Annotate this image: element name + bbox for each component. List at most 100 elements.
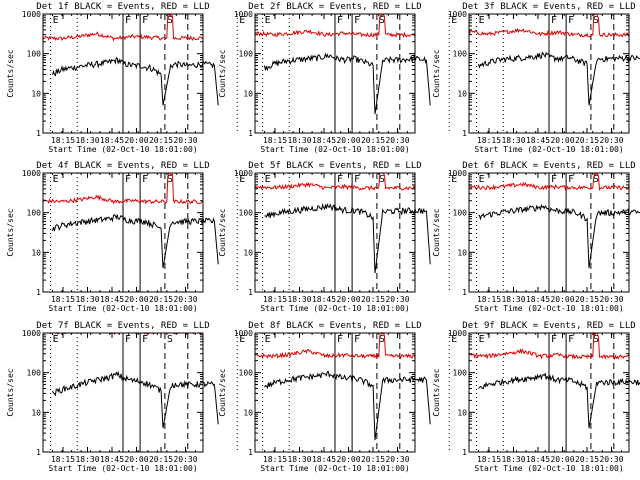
x-tick-label: 20:15 bbox=[361, 136, 385, 145]
panel-title: Det 4f BLACK = Events, RED = LLD bbox=[36, 161, 209, 171]
x-axis-label: Start Time (02-Oct-10 18:01:00) bbox=[48, 464, 197, 473]
x-tick-label: 18:30 bbox=[501, 295, 525, 304]
y-tick-label: 1 bbox=[462, 288, 467, 297]
y-tick-label: 1000 bbox=[234, 329, 253, 338]
events-series-line bbox=[52, 214, 219, 269]
y-tick-label: 10 bbox=[31, 89, 41, 98]
panel-det-3f: Det 3f BLACK = Events, RED = LLD E FF S E 1 10… bbox=[432, 2, 640, 154]
marker-label: E bbox=[53, 15, 59, 26]
x-tick-label: 20:15 bbox=[149, 136, 173, 145]
x-tick-label: 20:00 bbox=[336, 295, 360, 304]
x-tick-label: 18:45 bbox=[312, 136, 336, 145]
x-tick-label: 20:00 bbox=[124, 295, 148, 304]
marker-label: S bbox=[593, 15, 599, 26]
events-series-line bbox=[264, 52, 431, 115]
y-axis-label: Counts/sec bbox=[6, 49, 15, 97]
y-tick-label: 10 bbox=[31, 248, 41, 257]
x-tick-label: 18:30 bbox=[75, 455, 99, 464]
marker-label: F bbox=[125, 174, 131, 185]
marker-label: F bbox=[142, 334, 148, 345]
lld-series-line bbox=[254, 14, 416, 39]
panel-title: Det 8f BLACK = Events, RED = LLD bbox=[248, 321, 421, 331]
x-tick-label: 18:30 bbox=[287, 136, 311, 145]
y-tick-label: 100 bbox=[27, 50, 42, 59]
x-tick-label: 18:30 bbox=[501, 136, 525, 145]
y-tick-label: 1 bbox=[36, 129, 41, 138]
y-axis-label: Counts/sec bbox=[432, 368, 441, 416]
x-tick-label: 20:15 bbox=[149, 295, 173, 304]
x-tick-label: 18:15 bbox=[263, 295, 287, 304]
y-tick-label: 10 bbox=[457, 408, 467, 417]
marker-label: E bbox=[239, 15, 245, 26]
lld-series-line bbox=[468, 13, 630, 38]
x-tick-label: 20:00 bbox=[550, 455, 574, 464]
x-tick-label: 18:45 bbox=[100, 295, 124, 304]
panel-det-7f: Det 7f BLACK = Events, RED = LLD E F F S E 1 10… bbox=[6, 321, 245, 473]
marker-label: F bbox=[125, 15, 131, 26]
x-tick-label: 20:30 bbox=[385, 295, 409, 304]
y-tick-label: 100 bbox=[453, 369, 468, 378]
x-tick-label: 18:15 bbox=[477, 295, 501, 304]
marker-label: S bbox=[593, 174, 599, 185]
marker-label: E bbox=[265, 15, 271, 26]
marker-label: F bbox=[568, 334, 574, 345]
y-tick-label: 100 bbox=[453, 209, 468, 218]
marker-label: E bbox=[265, 334, 271, 345]
x-axis-label: Start Time (02-Oct-10 18:01:00) bbox=[474, 145, 623, 154]
x-axis-label: Start Time (02-Oct-10 18:01:00) bbox=[48, 145, 197, 154]
y-tick-label: 1000 bbox=[448, 10, 467, 19]
panel-det-1f: Det 1f BLACK = Events, RED = LLD E F F S E 1 10… bbox=[6, 2, 245, 154]
y-tick-label: 100 bbox=[27, 369, 42, 378]
marker-label: F bbox=[337, 334, 343, 345]
y-axis-label: Counts/sec bbox=[218, 49, 227, 97]
y-tick-label: 1 bbox=[462, 129, 467, 138]
events-series-line bbox=[478, 51, 640, 106]
x-tick-label: 20:00 bbox=[550, 136, 574, 145]
marker-label: S bbox=[379, 174, 385, 185]
x-tick-label: 20:30 bbox=[599, 295, 623, 304]
events-series-line bbox=[264, 370, 431, 441]
plot-frame bbox=[42, 332, 204, 453]
panel-title: Det 2f BLACK = Events, RED = LLD bbox=[248, 2, 421, 12]
y-tick-label: 1 bbox=[248, 288, 253, 297]
x-tick-label: 20:00 bbox=[336, 136, 360, 145]
y-axis-label: Counts/sec bbox=[432, 49, 441, 97]
y-axis-label: Counts/sec bbox=[6, 368, 15, 416]
x-tick-label: 18:15 bbox=[477, 455, 501, 464]
events-series-line bbox=[478, 203, 640, 269]
x-tick-label: 18:45 bbox=[312, 455, 336, 464]
y-tick-label: 100 bbox=[239, 209, 254, 218]
marker-label: F bbox=[568, 15, 574, 26]
y-axis-label: Counts/sec bbox=[218, 208, 227, 256]
x-tick-label: 18:45 bbox=[312, 295, 336, 304]
marker-label: F bbox=[551, 15, 557, 26]
lld-series-line bbox=[254, 172, 416, 191]
marker-label: F bbox=[142, 15, 148, 26]
x-tick-label: 18:15 bbox=[263, 136, 287, 145]
marker-label: F bbox=[354, 334, 360, 345]
x-tick-label: 18:30 bbox=[75, 295, 99, 304]
y-tick-label: 1 bbox=[248, 129, 253, 138]
marker-label: F bbox=[551, 174, 557, 185]
y-tick-label: 10 bbox=[31, 408, 41, 417]
marker-label: F bbox=[568, 174, 574, 185]
x-tick-label: 20:15 bbox=[575, 136, 599, 145]
marker-label: S bbox=[379, 15, 385, 26]
x-tick-label: 18:30 bbox=[287, 455, 311, 464]
x-tick-label: 18:45 bbox=[100, 455, 124, 464]
x-tick-label: 18:15 bbox=[477, 136, 501, 145]
x-tick-label: 18:15 bbox=[51, 455, 75, 464]
marker-label: E bbox=[239, 334, 245, 345]
x-tick-label: 20:15 bbox=[575, 455, 599, 464]
events-series-line bbox=[264, 202, 431, 274]
y-tick-label: 10 bbox=[243, 89, 253, 98]
panel-det-4f: Det 4f BLACK = Events, RED = LLD E F F S E 1 10… bbox=[6, 161, 245, 313]
x-tick-label: 20:30 bbox=[385, 455, 409, 464]
plot-frame bbox=[42, 172, 204, 293]
marker-label: E bbox=[479, 15, 485, 26]
x-tick-label: 20:15 bbox=[361, 295, 385, 304]
x-tick-label: 20:15 bbox=[361, 455, 385, 464]
